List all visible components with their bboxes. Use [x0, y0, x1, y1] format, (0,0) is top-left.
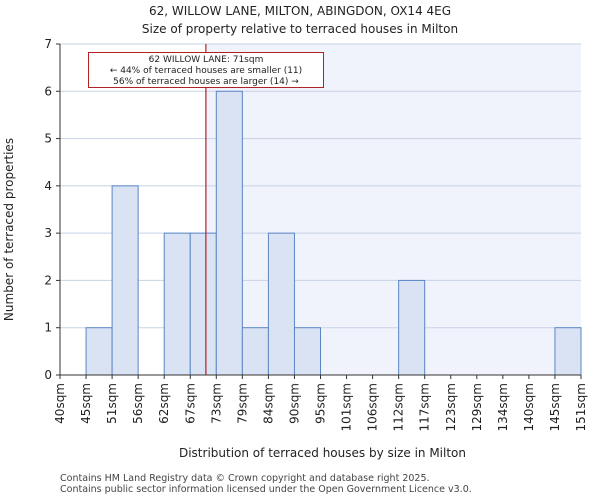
x-tick-label-6: 73sqm	[209, 383, 223, 424]
bar-1	[85, 327, 113, 376]
x-tick-label-17: 134sqm	[496, 383, 510, 431]
x-tick-label-3: 56sqm	[131, 383, 145, 424]
y-tick-label-1: 1	[44, 321, 52, 335]
bar-9	[293, 327, 322, 376]
bar-4	[163, 232, 191, 376]
y-tick-label-7: 7	[44, 37, 52, 51]
x-tick-label-2: 51sqm	[105, 383, 119, 424]
annotation-line-2: ← 44% of terraced houses are smaller (11…	[109, 66, 303, 76]
bar-13	[398, 279, 426, 376]
bar-8	[267, 232, 295, 376]
y-tick-label-0: 0	[44, 368, 52, 382]
bar-5	[189, 232, 217, 376]
x-tick-label-12: 106sqm	[366, 383, 380, 431]
x-axis-label: Distribution of terraced houses by size …	[179, 446, 466, 460]
y-tick-label-5: 5	[44, 132, 52, 146]
y-tick-label-2: 2	[44, 273, 52, 287]
x-tick-label-8: 84sqm	[261, 383, 275, 424]
footer-line2: Contains public sector information licen…	[60, 484, 472, 495]
chart-title-line2: Size of property relative to terraced ho…	[141, 22, 459, 36]
x-tick-label-11: 101sqm	[340, 383, 354, 431]
x-tick-label-19: 145sqm	[548, 383, 562, 431]
y-axis-label: Number of terraced properties	[2, 138, 16, 321]
x-tick-label-0: 40sqm	[53, 383, 67, 424]
x-tick-label-10: 95sqm	[314, 383, 328, 424]
y-tick-label-4: 4	[44, 179, 52, 193]
highlight-region	[205, 44, 581, 375]
bar-7	[241, 327, 269, 376]
x-tick-label-7: 79sqm	[235, 383, 249, 424]
x-tick-label-15: 123sqm	[444, 383, 458, 431]
annotation-line-1: 62 WILLOW LANE: 71sqm	[148, 55, 264, 65]
marker-annotation-box: 62 WILLOW LANE: 71sqm ← 44% of terraced …	[88, 52, 324, 88]
x-tick-label-20: 151sqm	[574, 383, 588, 431]
footer-line1: Contains HM Land Registry data © Crown c…	[60, 473, 430, 484]
x-tick-label-16: 129sqm	[470, 383, 484, 431]
bar-19	[554, 327, 582, 376]
x-tick-label-5: 67sqm	[183, 383, 197, 424]
x-tick-label-18: 140sqm	[522, 383, 536, 431]
x-tick-label-13: 112sqm	[392, 383, 406, 431]
x-tick-label-14: 117sqm	[418, 383, 432, 431]
x-tick-label-4: 62sqm	[157, 383, 171, 424]
bar-6	[215, 90, 243, 376]
x-tick-label-9: 90sqm	[287, 383, 301, 424]
annotation-line-3: 56% of terraced houses are larger (14) →	[113, 77, 299, 87]
bar-2	[111, 185, 139, 376]
y-tick-label-3: 3	[44, 226, 52, 240]
chart-title-line1: 62, WILLOW LANE, MILTON, ABINGDON, OX14 …	[148, 4, 452, 18]
x-tick-label-1: 45sqm	[79, 383, 93, 424]
y-tick-label-6: 6	[44, 84, 52, 98]
